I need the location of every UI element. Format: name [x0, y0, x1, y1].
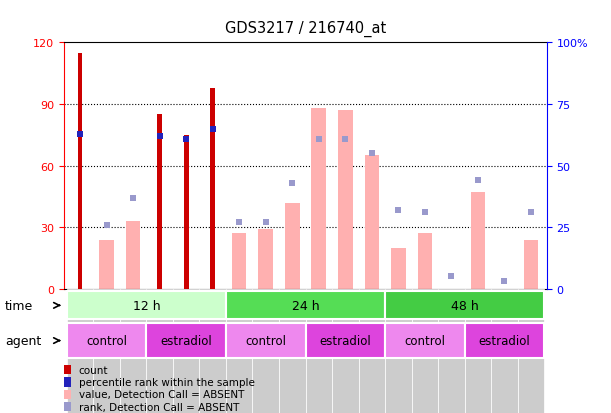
Bar: [67, 292, 226, 320]
Bar: [312, 109, 326, 289]
Bar: [147, 323, 226, 358]
Text: estradiol: estradiol: [320, 334, 371, 347]
Bar: [417, 234, 432, 289]
Bar: [67, 323, 147, 358]
Text: control: control: [404, 334, 445, 347]
Text: 48 h: 48 h: [451, 299, 478, 312]
Bar: [232, 234, 246, 289]
Bar: [524, 240, 538, 289]
Bar: [332, 290, 359, 413]
Bar: [184, 135, 189, 289]
Bar: [464, 290, 491, 413]
Bar: [157, 115, 162, 289]
Bar: [359, 290, 385, 413]
Text: time: time: [5, 299, 33, 312]
Bar: [147, 290, 173, 413]
Bar: [391, 248, 406, 289]
Bar: [199, 290, 226, 413]
Bar: [385, 292, 544, 320]
Bar: [120, 290, 147, 413]
Bar: [279, 290, 306, 413]
Text: estradiol: estradiol: [478, 334, 530, 347]
Bar: [470, 193, 485, 289]
Bar: [126, 221, 141, 289]
Bar: [226, 290, 252, 413]
Bar: [173, 290, 199, 413]
Text: GDS3217 / 216740_at: GDS3217 / 216740_at: [225, 21, 386, 37]
Bar: [306, 290, 332, 413]
Bar: [210, 88, 215, 289]
Bar: [464, 323, 544, 358]
Bar: [338, 111, 353, 289]
Text: percentile rank within the sample: percentile rank within the sample: [79, 377, 255, 387]
Text: count: count: [79, 365, 108, 375]
Bar: [258, 230, 273, 289]
Bar: [306, 323, 385, 358]
Text: agent: agent: [5, 334, 41, 347]
Text: 24 h: 24 h: [291, 299, 320, 312]
Bar: [365, 156, 379, 289]
Bar: [226, 292, 385, 320]
Bar: [226, 323, 306, 358]
Bar: [252, 290, 279, 413]
Text: control: control: [86, 334, 127, 347]
Bar: [491, 290, 518, 413]
Text: estradiol: estradiol: [160, 334, 212, 347]
Text: rank, Detection Call = ABSENT: rank, Detection Call = ABSENT: [79, 402, 239, 412]
Text: 12 h: 12 h: [133, 299, 160, 312]
Text: value, Detection Call = ABSENT: value, Detection Call = ABSENT: [79, 389, 244, 399]
Bar: [93, 290, 120, 413]
Bar: [438, 290, 464, 413]
Bar: [385, 323, 464, 358]
Bar: [100, 240, 114, 289]
Bar: [67, 290, 93, 413]
Bar: [412, 290, 438, 413]
Bar: [518, 290, 544, 413]
Bar: [385, 290, 412, 413]
Text: control: control: [245, 334, 286, 347]
Bar: [285, 203, 299, 289]
Bar: [78, 54, 82, 289]
